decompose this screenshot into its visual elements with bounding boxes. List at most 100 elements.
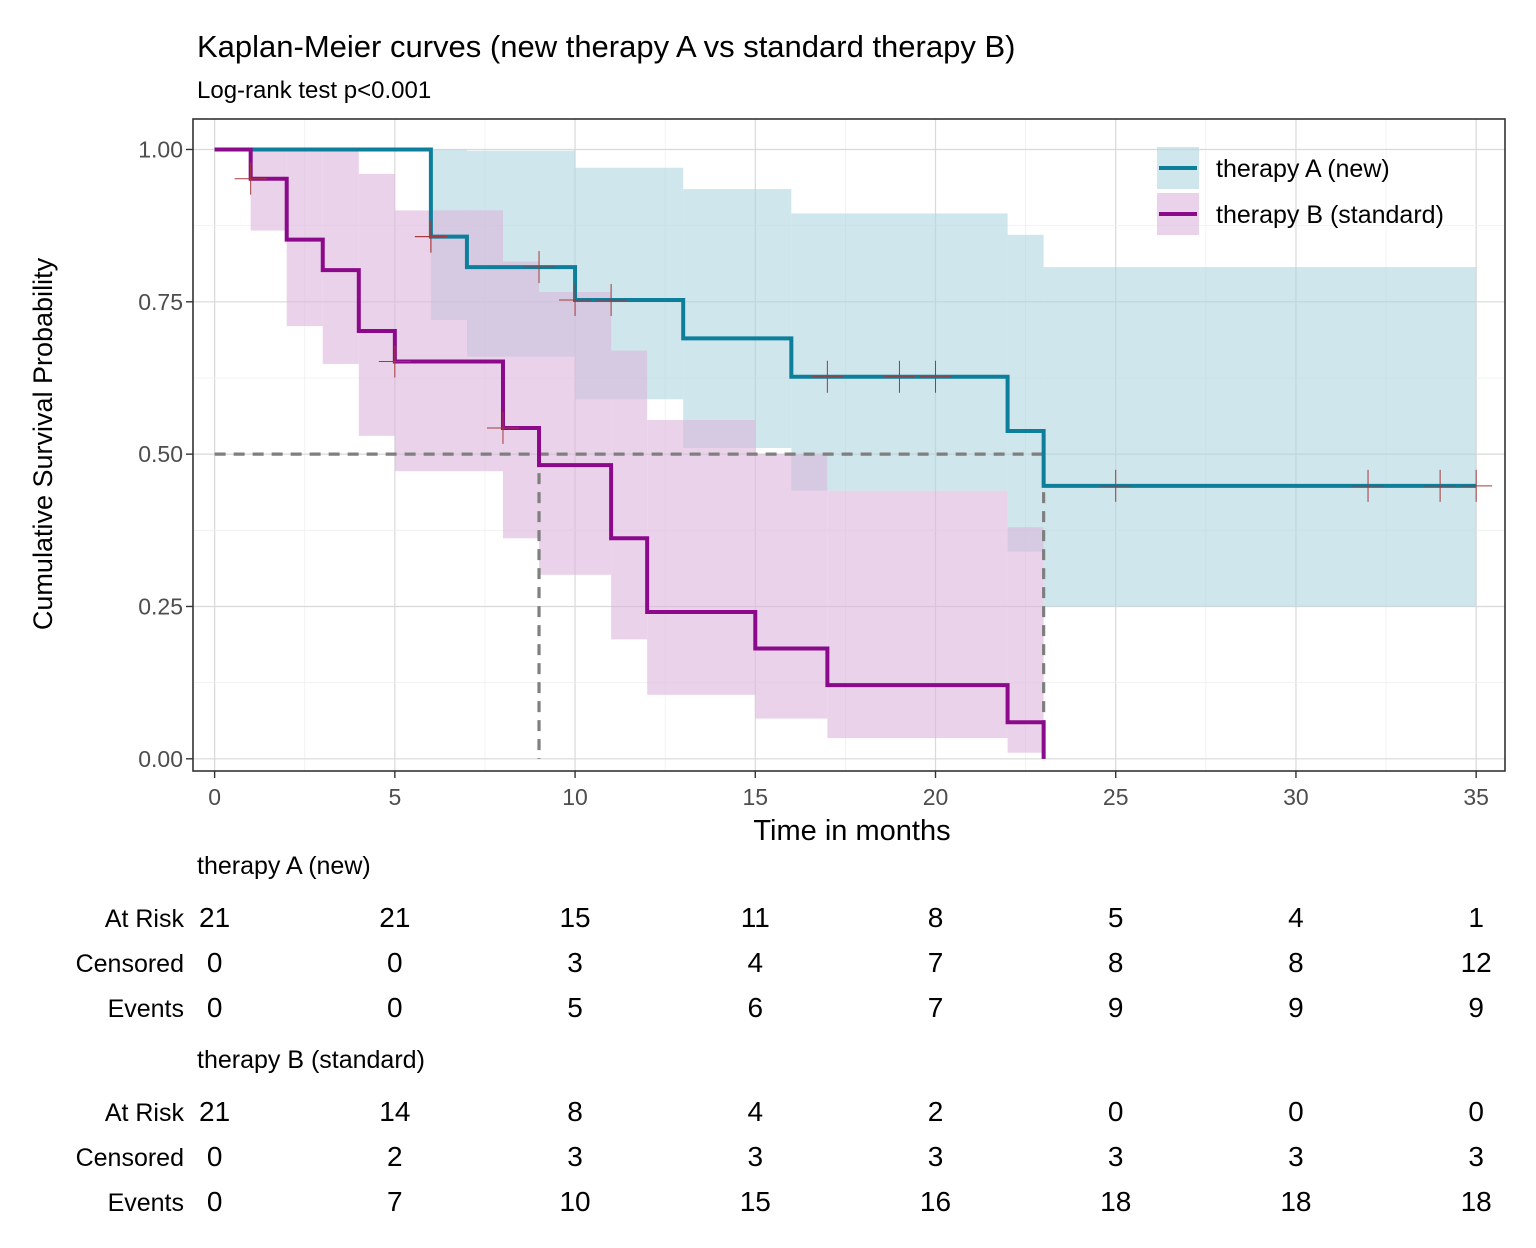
- median-lines: [214, 452, 1046, 759]
- confidence-band-b: [647, 420, 756, 695]
- confidence-band-b: [827, 490, 1008, 739]
- risk-table-value: 2: [928, 1096, 944, 1127]
- risk-table-value: 21: [379, 902, 410, 933]
- chart-subtitle: Log-rank test p<0.001: [197, 77, 431, 104]
- confidence-band-b: [1007, 527, 1044, 753]
- risk-table-value: 0: [387, 947, 403, 978]
- risk-table-row-label: Censored: [76, 1144, 184, 1172]
- risk-table-value: 0: [207, 1141, 223, 1172]
- confidence-band-b: [394, 210, 503, 472]
- risk-table-value: 4: [747, 947, 763, 978]
- risk-table-value: 0: [1108, 1096, 1124, 1127]
- confidence-band-a: [683, 189, 792, 449]
- risk-table-value: 18: [1280, 1186, 1311, 1217]
- risk-table-group-title: therapy B (standard): [197, 1046, 425, 1074]
- confidence-band-b: [755, 454, 828, 719]
- x-tick-label: 0: [208, 784, 221, 810]
- risk-table-value: 3: [1108, 1141, 1124, 1172]
- survival-curves: [214, 147, 1477, 759]
- risk-table-value: 0: [207, 992, 223, 1023]
- risk-table-value: 6: [747, 992, 763, 1023]
- legend-label: therapy B (standard): [1216, 201, 1444, 229]
- risk-table-value: 3: [567, 1141, 583, 1172]
- x-tick-label: 5: [388, 784, 401, 810]
- y-tick-label: 0.25: [138, 593, 183, 619]
- risk-table-value: 8: [567, 1096, 583, 1127]
- confidence-band-b: [358, 173, 395, 436]
- confidence-band-a: [1043, 267, 1477, 607]
- risk-table-value: 7: [928, 992, 944, 1023]
- risk-table-value: 9: [1468, 992, 1484, 1023]
- legend-label: therapy A (new): [1216, 155, 1390, 183]
- risk-table-row-label: Events: [108, 995, 184, 1023]
- legend: therapy A (new) therapy B (standard): [1157, 147, 1444, 235]
- risk-table-value: 7: [928, 947, 944, 978]
- risk-table-value: 4: [1288, 902, 1304, 933]
- risk-table-value: 15: [740, 1186, 771, 1217]
- x-tick-label: 30: [1283, 784, 1309, 810]
- risk-table-value: 0: [207, 1186, 223, 1217]
- x-tick-label: 15: [742, 784, 768, 810]
- risk-table-value: 15: [559, 902, 590, 933]
- y-axis-label: Cumulative Survival Probability: [28, 257, 58, 630]
- risk-table-value: 4: [747, 1096, 763, 1127]
- risk-table: therapy A (new) At Risk 21 21 15 11 8 5 4 1 Censor…: [76, 852, 1492, 1217]
- chart-title: Kaplan-Meier curves (new therapy A vs st…: [197, 29, 1015, 64]
- x-tick-label: 35: [1463, 784, 1489, 810]
- risk-table-value: 3: [1288, 1141, 1304, 1172]
- y-tick-label: 0.75: [138, 289, 183, 315]
- risk-table-value: 3: [928, 1141, 944, 1172]
- risk-table-value: 18: [1461, 1186, 1492, 1217]
- y-tick-label: 0.00: [138, 746, 183, 772]
- risk-table-value: 7: [387, 1186, 403, 1217]
- risk-table-value: 0: [387, 992, 403, 1023]
- censor-marks: [234, 162, 1493, 502]
- risk-table-value: 10: [559, 1186, 590, 1217]
- risk-table-value: 9: [1108, 992, 1124, 1023]
- risk-table-group-title: therapy A (new): [197, 852, 371, 880]
- risk-table-value: 8: [928, 902, 944, 933]
- risk-table-value: 12: [1461, 947, 1492, 978]
- risk-table-value: 0: [1468, 1096, 1484, 1127]
- x-tick-label: 20: [923, 784, 949, 810]
- y-tick-label: 0.50: [138, 441, 183, 467]
- risk-table-value: 5: [1108, 902, 1124, 933]
- x-tick-label: 10: [562, 784, 588, 810]
- x-axis-label: Time in months: [753, 815, 950, 847]
- risk-table-value: 3: [747, 1141, 763, 1172]
- plot-panel-border: [192, 118, 1506, 772]
- risk-table-row-label: At Risk: [105, 1099, 185, 1127]
- confidence-band-b: [322, 149, 359, 364]
- risk-table-value: 3: [567, 947, 583, 978]
- confidence-band-b: [250, 149, 287, 231]
- risk-table-value: 14: [379, 1096, 410, 1127]
- risk-table-value: 1: [1468, 902, 1484, 933]
- risk-table-value: 5: [567, 992, 583, 1023]
- risk-table-value: 3: [1468, 1141, 1484, 1172]
- confidence-bands: [250, 149, 1477, 753]
- y-tick-label: 1.00: [138, 136, 183, 162]
- risk-table-value: 8: [1288, 947, 1304, 978]
- survival-curve-b: [214, 147, 1046, 759]
- risk-table-value: 0: [1288, 1096, 1304, 1127]
- risk-table-row-label: Events: [108, 1189, 184, 1217]
- axis-ticks: 0 5 10 15 20 25 30 35 0.00 0.25 0.50 0.75 1.00: [138, 136, 1489, 810]
- risk-table-value: 0: [207, 947, 223, 978]
- risk-table-value: 16: [920, 1186, 951, 1217]
- risk-table-value: 21: [199, 1096, 230, 1127]
- risk-table-value: 8: [1108, 947, 1124, 978]
- confidence-band-b: [611, 350, 648, 640]
- confidence-band-b: [539, 292, 612, 575]
- confidence-band-a: [1007, 234, 1044, 552]
- risk-table-value: 2: [387, 1141, 403, 1172]
- risk-table-value: 18: [1100, 1186, 1131, 1217]
- risk-table-value: 11: [741, 902, 770, 933]
- survival-curve-a: [214, 147, 1477, 488]
- confidence-band-b: [502, 261, 540, 539]
- risk-table-row-label: At Risk: [105, 905, 185, 933]
- x-tick-label: 25: [1103, 784, 1129, 810]
- confidence-band-a: [791, 213, 1008, 491]
- risk-table-value: 9: [1288, 992, 1304, 1023]
- risk-table-value: 21: [199, 902, 230, 933]
